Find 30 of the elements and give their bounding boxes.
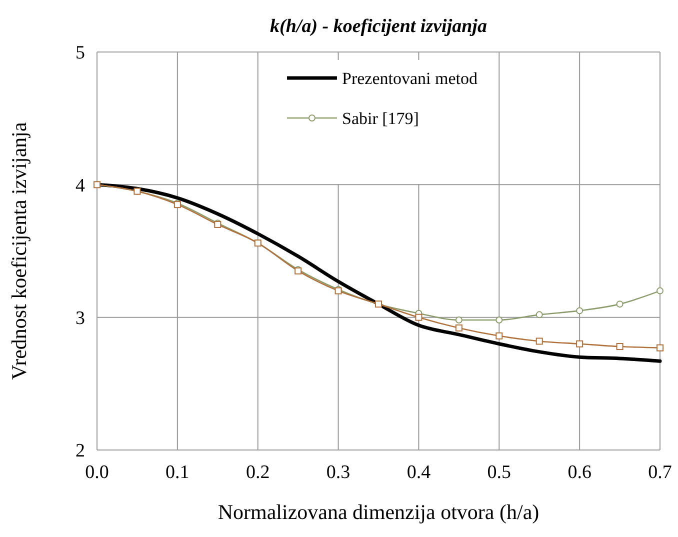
point <box>536 338 543 345</box>
chart-title: k(h/a) - koeficijent izvijanja <box>270 16 488 37</box>
y-tick-label: 4 <box>76 175 86 196</box>
point <box>656 287 664 294</box>
point <box>616 343 624 350</box>
legend-label: Prezentovani metod <box>342 68 478 88</box>
point <box>415 314 422 321</box>
y-axis-title: Vrednost koeficijenta izvijanja <box>7 122 31 380</box>
point <box>656 344 664 352</box>
x-tick-label: 0.2 <box>246 462 270 483</box>
x-tick-label: 0.3 <box>326 462 350 483</box>
x-tick-label: 0.1 <box>166 462 190 483</box>
legend-label: Sabir [179] <box>342 108 419 128</box>
x-axis-title: Normalizovana dimenzija otvora (h/a) <box>218 500 540 524</box>
x-tick-label: 0.7 <box>648 462 672 483</box>
x-tick-label: 0.5 <box>487 462 512 483</box>
x-tick-label: 0.6 <box>568 462 592 483</box>
x-tick-label: 0.0 <box>85 462 109 483</box>
point <box>616 300 624 308</box>
point <box>496 332 503 340</box>
y-tick-label: 2 <box>76 440 85 462</box>
point <box>576 340 584 348</box>
y-tick-label: 5 <box>76 42 85 64</box>
y-tick-label: 3 <box>76 308 85 329</box>
point <box>455 316 462 324</box>
point <box>496 316 503 324</box>
x-tick-label: 0.4 <box>406 462 432 483</box>
point <box>576 307 584 314</box>
point <box>455 324 462 332</box>
point <box>536 311 543 318</box>
